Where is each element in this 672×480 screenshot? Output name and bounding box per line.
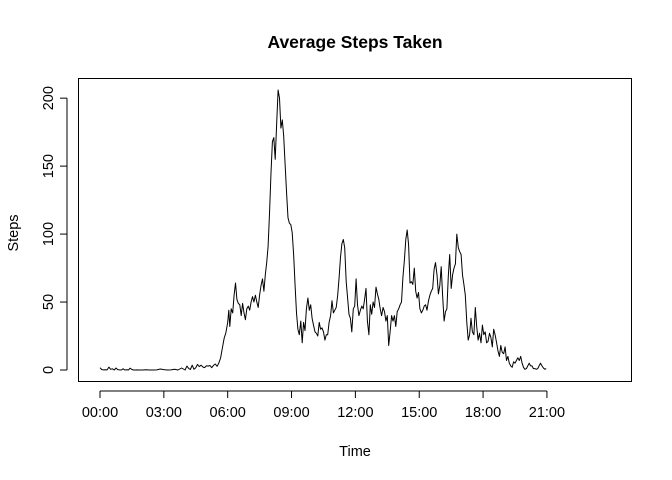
plot-frame [78, 78, 632, 382]
x-axis-label: Time [339, 444, 371, 460]
series-line-0 [99, 89, 547, 371]
y-tick-label: 0 [41, 366, 57, 374]
x-tick-label: 03:00 [146, 405, 182, 421]
x-tick-label: 09:00 [273, 405, 309, 421]
y-tick-label: 100 [41, 222, 57, 246]
x-axis: 00:00 03:00 06:00 09:00 12:00 15:00 18:00 21:00 [82, 390, 565, 421]
y-axis: 0 50 100 150 200 [41, 86, 68, 374]
x-tick-label: 06:00 [210, 405, 246, 421]
y-axis-label: Steps [6, 214, 22, 251]
series-layer [99, 89, 547, 371]
x-tick-label: 21:00 [529, 405, 565, 421]
x-tick-label: 18:00 [465, 405, 501, 421]
x-tick-label: 00:00 [82, 405, 118, 421]
x-tick-label: 15:00 [401, 405, 437, 421]
chart-title: Average Steps Taken [267, 32, 442, 52]
x-tick-label: 12:00 [337, 405, 373, 421]
y-tick-label: 150 [41, 154, 57, 178]
y-tick-label: 50 [41, 294, 57, 310]
y-tick-label: 200 [41, 86, 57, 110]
